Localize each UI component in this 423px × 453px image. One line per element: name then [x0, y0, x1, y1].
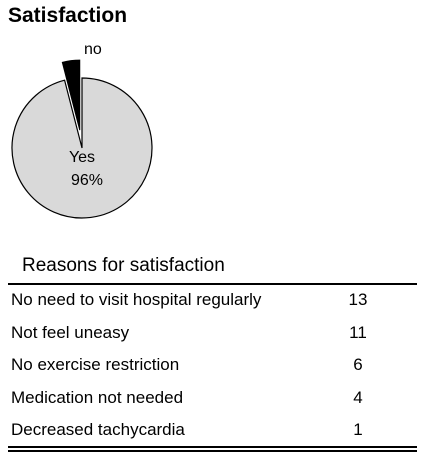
- reason-count: 1: [353, 420, 363, 439]
- table-row: Medication not needed 4: [8, 383, 417, 413]
- table-bottom-rule-double: [8, 450, 417, 452]
- reason-label: Not feel uneasy: [11, 322, 130, 342]
- table-row: No exercise restriction 6: [8, 350, 417, 380]
- table-row: Decreased tachycardia 1: [8, 415, 417, 445]
- reason-count: 6: [353, 355, 363, 374]
- reason-count: 11: [349, 322, 367, 342]
- chart-title: Satisfaction: [8, 4, 128, 27]
- reason-label: Medication not needed: [11, 387, 184, 407]
- reason-count: 4: [353, 387, 363, 407]
- table-row: No need to visit hospital regularly 13: [8, 285, 417, 315]
- table-caption: Reasons for satisfaction: [22, 255, 225, 276]
- table-row: Not feel uneasy 11: [8, 318, 417, 348]
- table-bottom-rule: [8, 446, 417, 448]
- pie-label-yes-percent: 96%: [71, 172, 103, 189]
- pie-label-no: no: [84, 41, 102, 58]
- pie-slice-no: [61, 59, 81, 131]
- pie-slice-yes: [11, 77, 153, 219]
- reason-label: No need to visit hospital regularly: [11, 290, 262, 309]
- reason-label: Decreased tachycardia: [11, 420, 185, 439]
- table-top-rule: [8, 283, 417, 285]
- pie-chart: Yes 96% no: [11, 41, 153, 219]
- reason-label: No exercise restriction: [11, 355, 180, 374]
- pie-label-yes: Yes: [69, 149, 95, 166]
- reason-count: 13: [348, 290, 368, 309]
